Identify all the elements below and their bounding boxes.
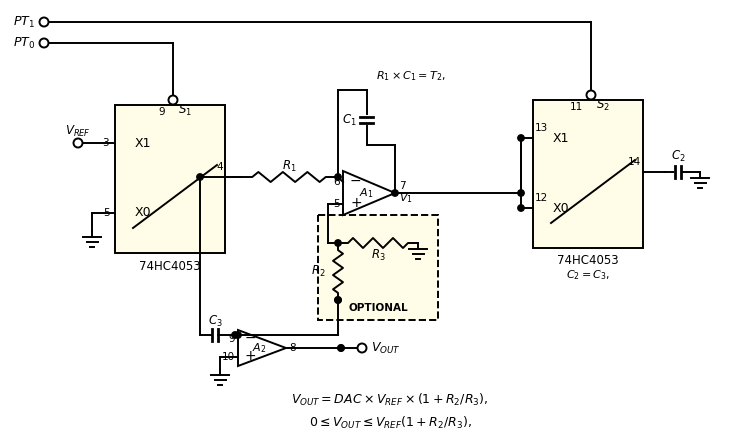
Text: 9: 9 bbox=[228, 334, 235, 344]
Text: 8: 8 bbox=[289, 343, 296, 353]
Text: $A_2$: $A_2$ bbox=[253, 341, 267, 355]
Text: $PT_0$: $PT_0$ bbox=[13, 35, 35, 51]
Bar bbox=[115, 105, 225, 253]
Text: $C_2=C_3$,: $C_2=C_3$, bbox=[566, 268, 610, 282]
Text: $R_3$: $R_3$ bbox=[370, 247, 386, 263]
Text: +: + bbox=[350, 196, 361, 210]
Text: 11: 11 bbox=[570, 102, 583, 112]
Text: X0: X0 bbox=[553, 202, 569, 215]
Text: $V_{REF}$: $V_{REF}$ bbox=[65, 124, 91, 138]
Text: $V_{OUT}$: $V_{OUT}$ bbox=[371, 340, 401, 356]
Bar bbox=[318, 215, 438, 320]
Text: 5: 5 bbox=[333, 199, 340, 209]
Text: $R_1\times C_1=T_2$,: $R_1\times C_1=T_2$, bbox=[376, 69, 446, 83]
Text: $C_3$: $C_3$ bbox=[208, 314, 222, 328]
Text: −: − bbox=[245, 331, 256, 345]
Text: 5: 5 bbox=[104, 208, 110, 218]
Circle shape bbox=[335, 297, 341, 303]
Text: $S_2$: $S_2$ bbox=[596, 98, 610, 113]
Circle shape bbox=[232, 332, 238, 338]
Circle shape bbox=[169, 95, 178, 104]
Text: 13: 13 bbox=[535, 123, 548, 133]
Text: 4: 4 bbox=[216, 162, 223, 172]
Text: X1: X1 bbox=[135, 137, 151, 150]
Circle shape bbox=[338, 345, 344, 351]
Circle shape bbox=[335, 240, 341, 246]
Circle shape bbox=[587, 90, 596, 99]
Text: $PT_1$: $PT_1$ bbox=[13, 14, 35, 30]
Text: 6: 6 bbox=[333, 177, 340, 187]
Text: 12: 12 bbox=[535, 193, 548, 203]
Text: 14: 14 bbox=[627, 157, 641, 167]
Circle shape bbox=[392, 190, 398, 196]
Text: $V_1$: $V_1$ bbox=[399, 191, 413, 205]
Text: $R_1$: $R_1$ bbox=[282, 159, 296, 173]
Circle shape bbox=[197, 174, 203, 180]
Text: X0: X0 bbox=[135, 207, 152, 220]
Circle shape bbox=[518, 135, 524, 141]
Text: 74HC4053: 74HC4053 bbox=[557, 254, 619, 267]
Text: 3: 3 bbox=[102, 138, 109, 148]
Circle shape bbox=[39, 39, 48, 47]
Circle shape bbox=[335, 297, 341, 303]
Circle shape bbox=[338, 345, 344, 351]
Circle shape bbox=[73, 138, 82, 147]
Text: +: + bbox=[245, 349, 256, 363]
Circle shape bbox=[335, 174, 341, 180]
Text: 9: 9 bbox=[158, 107, 165, 117]
Text: $S_1$: $S_1$ bbox=[178, 103, 192, 118]
Text: $0\leq V_{OUT}\leq V_{REF}(1+R_2/R_3)$,: $0\leq V_{OUT}\leq V_{REF}(1+R_2/R_3)$, bbox=[308, 415, 472, 431]
Text: $V_{OUT}=DAC\times V_{REF}\times(1+R_2/R_3)$,: $V_{OUT}=DAC\times V_{REF}\times(1+R_2/R… bbox=[291, 392, 488, 408]
Text: $C_2$: $C_2$ bbox=[671, 148, 686, 164]
Circle shape bbox=[518, 190, 524, 196]
Text: −: − bbox=[350, 174, 361, 188]
Text: OPTIONAL: OPTIONAL bbox=[349, 303, 407, 313]
Text: 7: 7 bbox=[399, 181, 406, 191]
Text: 74HC4053: 74HC4053 bbox=[139, 259, 201, 272]
Circle shape bbox=[235, 332, 241, 338]
Circle shape bbox=[39, 17, 48, 26]
Text: $R_2$: $R_2$ bbox=[311, 264, 326, 279]
Text: $C_1$: $C_1$ bbox=[342, 112, 357, 128]
Text: X1: X1 bbox=[553, 132, 569, 145]
Text: 10: 10 bbox=[222, 352, 235, 362]
Circle shape bbox=[358, 344, 367, 353]
Bar bbox=[533, 100, 643, 248]
Text: $A_1$: $A_1$ bbox=[359, 186, 373, 200]
Circle shape bbox=[518, 205, 524, 211]
